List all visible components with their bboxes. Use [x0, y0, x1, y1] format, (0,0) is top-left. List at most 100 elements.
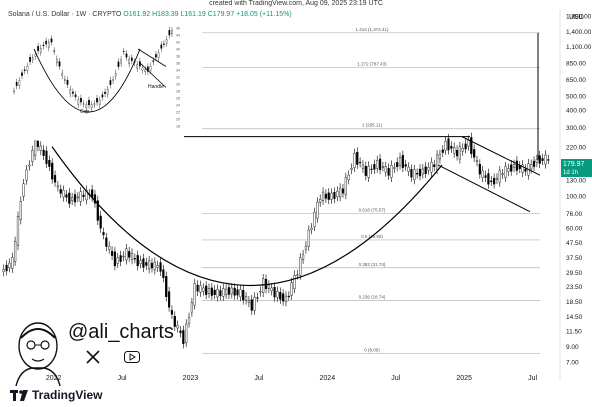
inset-candle-body [136, 64, 139, 69]
inset-candle-body [141, 67, 144, 71]
social-links [86, 350, 140, 364]
author-handle: @ali_charts [68, 321, 174, 343]
candle-body [304, 245, 308, 250]
inset-candle-body [90, 104, 93, 109]
inset-candle-body [149, 66, 152, 71]
candle-body [199, 285, 202, 293]
youtube-icon[interactable] [124, 351, 140, 363]
candle-body [512, 164, 516, 168]
inset-candle-body [53, 50, 56, 52]
candle-body [478, 163, 481, 175]
candle-body [487, 173, 490, 185]
inset-candle-body [77, 99, 80, 105]
price-tick-label: 220.00 [566, 145, 586, 152]
price-tick-label: 37.50 [566, 255, 583, 262]
inset-handle-label: Handle [148, 84, 164, 90]
candle-body [301, 254, 305, 260]
fib-level-label: 1 (295.11) [362, 123, 383, 128]
inset-candle-body [106, 89, 109, 95]
candle-body [396, 162, 399, 167]
price-tick-label: 850.00 [566, 60, 586, 67]
candle-body [284, 295, 288, 303]
candle-body [324, 193, 327, 199]
candle-body [76, 196, 79, 199]
price-tick-label: 18.50 [566, 299, 583, 306]
candle-body [510, 164, 513, 172]
inset-candle-body [130, 57, 133, 61]
candle-body [538, 155, 541, 164]
time-tick-label: 2023 [183, 375, 199, 382]
inset-candle-body [165, 39, 168, 44]
candle-body [384, 166, 387, 173]
candle-body [299, 257, 302, 276]
candle-body [222, 288, 225, 297]
fib-level-label: 1.414 (1,374.41) [355, 27, 389, 32]
price-tick-label: 1,800.00 [566, 14, 592, 21]
candle-body [31, 150, 34, 162]
price-tick-label: 300.00 [566, 125, 586, 132]
candle-body [51, 162, 54, 180]
candle-body [390, 165, 393, 178]
candle-body [48, 160, 51, 167]
inset-candle-body [128, 58, 131, 65]
price-tick-label: 500.00 [566, 93, 586, 100]
x-logo-icon[interactable] [86, 350, 100, 364]
candle-body [193, 283, 196, 306]
candle-body [373, 164, 376, 170]
inset-tick-label: 46 [176, 27, 180, 31]
price-tag-bg [561, 159, 592, 177]
handle-lower-line [437, 164, 531, 213]
inset-candle-body [66, 79, 69, 85]
candle-body [242, 290, 245, 301]
time-axis: 2022 Jul 2023 Jul 2024 Jul 2025 Jul [46, 375, 538, 382]
candle-body [130, 253, 134, 260]
time-tick-label: 2024 [320, 375, 336, 382]
candle-body [282, 293, 285, 302]
candle-body [458, 146, 461, 160]
candle-body [407, 166, 410, 172]
candle-body [438, 154, 442, 160]
inset-candle-body [85, 104, 88, 109]
candle-body [108, 245, 111, 250]
candle-body [276, 291, 279, 298]
candle-body [156, 265, 159, 268]
candle-body [82, 194, 85, 197]
fibonacci-extension: 1.414 (1,374.41) 1.272 (787.43) 1 (295.11)… [202, 27, 540, 355]
inset-chart: 46 44 42 40 38 36 34 32 30 28 26 24 22 20 18 Cup Handl… [6, 22, 184, 140]
tradingview-logo-icon [10, 389, 28, 401]
inset-candle-body [55, 58, 58, 64]
fib-level-label: 0.236 (18.74) [359, 295, 386, 300]
price-tick-label: 100.00 [566, 194, 586, 201]
candle-body [547, 159, 550, 161]
candle-body [507, 168, 510, 172]
candle-body [216, 289, 219, 298]
candle-body [8, 262, 11, 269]
candle-body [253, 296, 256, 311]
candle-body [353, 153, 356, 168]
candle-body [316, 201, 319, 219]
candle-body [96, 200, 99, 221]
candle-body [341, 188, 345, 194]
candle-body [287, 295, 290, 298]
inset-tick-label: 30 [176, 83, 180, 87]
symbol-name: Solana / U.S. Dollar · 1W · CRYPTO [8, 11, 122, 18]
candle-body [53, 175, 57, 183]
candle-body [293, 275, 296, 289]
candle-body [504, 166, 507, 178]
candle-body [16, 216, 20, 246]
candle-body [139, 260, 142, 264]
inset-candle-body [163, 43, 165, 45]
candle-body [461, 148, 464, 152]
candle-body [370, 168, 373, 171]
inset-candle-body [45, 40, 47, 45]
candle-body [524, 168, 527, 172]
candle-body [473, 149, 476, 158]
candle-body [250, 299, 253, 311]
candle-body [433, 164, 436, 167]
inset-candle-body [42, 44, 45, 47]
inset-candle-body [15, 81, 18, 86]
handle-upper-line [461, 136, 541, 176]
candle-body [430, 161, 433, 173]
candle-body [176, 325, 179, 329]
candle-body [2, 269, 5, 272]
